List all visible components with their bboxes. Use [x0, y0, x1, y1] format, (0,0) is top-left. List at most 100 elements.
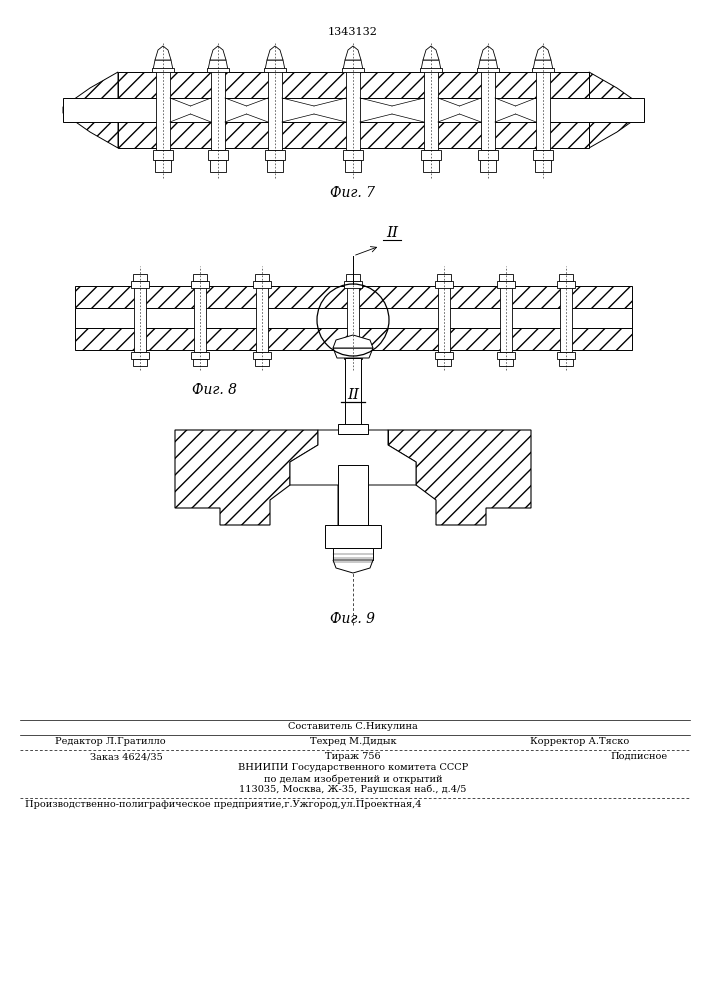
- Text: Корректор А.Тяско: Корректор А.Тяско: [530, 737, 630, 746]
- Bar: [155, 160, 171, 172]
- Bar: [193, 359, 207, 366]
- Polygon shape: [333, 335, 373, 348]
- Text: Фиг. 8: Фиг. 8: [192, 383, 238, 397]
- Bar: [267, 160, 283, 172]
- Bar: [344, 352, 362, 359]
- Polygon shape: [533, 60, 553, 70]
- Bar: [343, 150, 363, 160]
- Polygon shape: [478, 60, 498, 70]
- Bar: [152, 68, 174, 72]
- Text: 113035, Москва, Ж-35, Раушская наб., д.4/5: 113035, Москва, Ж-35, Раушская наб., д.4…: [239, 785, 467, 794]
- Bar: [253, 352, 271, 359]
- Polygon shape: [480, 46, 496, 60]
- Bar: [208, 150, 228, 160]
- Polygon shape: [265, 60, 285, 70]
- Bar: [256, 286, 268, 352]
- Bar: [156, 70, 170, 150]
- Bar: [500, 286, 512, 352]
- Text: Техред М.Дидык: Техред М.Дидык: [310, 737, 397, 746]
- Bar: [346, 70, 360, 150]
- Text: 1343132: 1343132: [328, 27, 378, 37]
- Bar: [75, 328, 632, 350]
- Bar: [318, 430, 388, 445]
- Polygon shape: [343, 60, 363, 70]
- Text: II: II: [347, 388, 359, 402]
- Text: Составитель С.Никулина: Составитель С.Никулина: [288, 722, 418, 731]
- Polygon shape: [333, 348, 373, 358]
- Bar: [191, 281, 209, 288]
- Polygon shape: [118, 122, 589, 148]
- Bar: [437, 359, 451, 366]
- Bar: [133, 274, 147, 281]
- Bar: [499, 359, 513, 366]
- Text: Фиг. 7: Фиг. 7: [330, 186, 375, 200]
- Polygon shape: [388, 430, 531, 525]
- Bar: [134, 286, 146, 352]
- Bar: [210, 160, 226, 172]
- Bar: [338, 465, 368, 525]
- Polygon shape: [63, 72, 118, 148]
- Bar: [345, 160, 361, 172]
- Polygon shape: [421, 60, 441, 70]
- Bar: [194, 286, 206, 352]
- Bar: [131, 352, 149, 359]
- Bar: [421, 150, 441, 160]
- Bar: [253, 281, 271, 288]
- Polygon shape: [118, 72, 589, 98]
- Text: ВНИИПИ Государственного комитета СССР: ВНИИПИ Государственного комитета СССР: [238, 763, 468, 772]
- Polygon shape: [155, 46, 171, 60]
- Bar: [557, 281, 575, 288]
- Bar: [435, 352, 453, 359]
- Bar: [346, 359, 360, 366]
- Bar: [499, 274, 513, 281]
- Polygon shape: [153, 60, 173, 70]
- Bar: [559, 359, 573, 366]
- Polygon shape: [423, 46, 439, 60]
- Text: II: II: [386, 226, 398, 240]
- Text: Редактор Л.Гратилло: Редактор Л.Гратилло: [54, 737, 165, 746]
- Bar: [264, 68, 286, 72]
- Bar: [342, 68, 364, 72]
- Bar: [255, 274, 269, 281]
- Bar: [153, 150, 173, 160]
- Bar: [325, 525, 381, 548]
- Polygon shape: [589, 72, 644, 148]
- Bar: [437, 274, 451, 281]
- Bar: [497, 281, 515, 288]
- Text: Заказ 4624/35: Заказ 4624/35: [90, 752, 163, 761]
- Bar: [131, 281, 149, 288]
- Bar: [191, 352, 209, 359]
- Text: Производственно-полиграфическое предприятие,г.Ужгород,ул.Проектная,4: Производственно-полиграфическое предприя…: [25, 800, 421, 809]
- Bar: [347, 286, 359, 352]
- Bar: [333, 548, 373, 560]
- Bar: [560, 286, 572, 352]
- Bar: [535, 160, 551, 172]
- Text: Тираж 756: Тираж 756: [325, 752, 381, 761]
- Bar: [533, 150, 553, 160]
- Bar: [477, 68, 499, 72]
- Text: Фиг. 9: Фиг. 9: [330, 612, 375, 626]
- Polygon shape: [175, 430, 318, 525]
- Polygon shape: [345, 46, 361, 60]
- Bar: [423, 160, 439, 172]
- Bar: [532, 68, 554, 72]
- Polygon shape: [210, 46, 226, 60]
- Bar: [497, 352, 515, 359]
- Bar: [338, 430, 368, 445]
- Text: Подписное: Подписное: [610, 752, 667, 761]
- Polygon shape: [290, 430, 416, 525]
- Bar: [255, 359, 269, 366]
- Bar: [193, 274, 207, 281]
- Text: по делам изобретений и открытий: по делам изобретений и открытий: [264, 774, 443, 784]
- Bar: [438, 286, 450, 352]
- Bar: [75, 308, 632, 328]
- Polygon shape: [267, 46, 283, 60]
- Bar: [536, 70, 550, 150]
- Bar: [557, 352, 575, 359]
- Bar: [346, 274, 360, 281]
- Bar: [75, 286, 632, 308]
- Bar: [420, 68, 442, 72]
- Bar: [481, 70, 495, 150]
- Polygon shape: [333, 560, 373, 573]
- Bar: [338, 424, 368, 434]
